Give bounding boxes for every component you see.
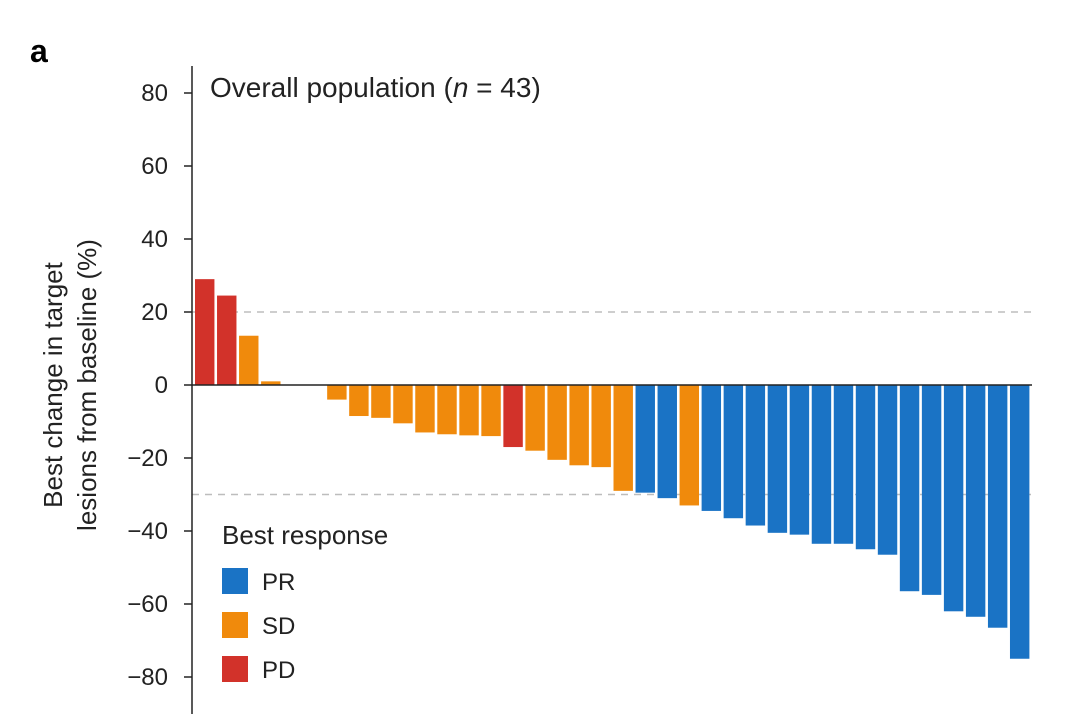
bar-pr xyxy=(701,385,722,511)
bar-pr xyxy=(789,385,810,535)
bar-sd xyxy=(569,385,589,466)
bar-sd xyxy=(327,385,347,400)
bar-sd xyxy=(547,385,567,460)
y-axis: 80 60 40 20 0 −20 −40 −60 −80 xyxy=(127,66,1032,714)
y-tick-label: 80 xyxy=(141,80,168,107)
y-tick-label: −80 xyxy=(127,664,168,691)
bar-pr xyxy=(921,385,942,595)
y-tick-label: 0 xyxy=(155,372,168,399)
bar-sd xyxy=(349,385,369,417)
bar-sd xyxy=(415,385,435,433)
y-tick-label: −40 xyxy=(127,518,168,545)
legend-swatch-pr xyxy=(222,568,248,594)
bar-pr xyxy=(855,385,876,550)
y-tick-label: 40 xyxy=(141,226,168,253)
y-tick-label: −20 xyxy=(127,445,168,472)
bar-pr xyxy=(767,385,788,533)
bar-sd xyxy=(393,385,413,424)
bar-sd xyxy=(239,335,259,385)
bar-sd xyxy=(613,385,633,491)
y-axis-label-line-1: Best change in target xyxy=(38,261,68,507)
y-tick-label: −60 xyxy=(127,591,168,618)
bar-sd xyxy=(591,385,611,468)
panel-label: a xyxy=(30,33,48,69)
y-axis-label-line-2: lesions from baseline (%) xyxy=(72,239,102,531)
y-tick-label: 60 xyxy=(141,153,168,180)
bars xyxy=(195,279,1030,659)
legend-swatch-pd xyxy=(222,656,248,682)
chart-title-italic: n xyxy=(453,72,469,103)
bar-sd xyxy=(261,381,281,385)
bar-pr xyxy=(899,385,920,592)
bar-pr xyxy=(987,385,1008,628)
bar-sd xyxy=(371,385,391,418)
bar-pr xyxy=(811,385,832,544)
legend-label-pd: PD xyxy=(262,657,295,684)
bar-pr xyxy=(635,385,655,493)
y-tick-label: 20 xyxy=(141,299,168,326)
bar-sd xyxy=(437,385,457,435)
reference-lines xyxy=(192,311,1032,496)
bar-pd xyxy=(503,385,523,448)
legend: Best response PR SD PD xyxy=(222,520,388,684)
bar-pr xyxy=(745,385,766,526)
bar-sd xyxy=(481,385,501,437)
bar-pr xyxy=(1009,385,1030,659)
bar-pd xyxy=(195,279,215,385)
bar-pr xyxy=(657,385,677,499)
legend-entries: PR SD PD xyxy=(222,568,295,684)
bar-pr xyxy=(723,385,744,519)
bar-sd xyxy=(679,385,700,506)
legend-label-sd: SD xyxy=(262,613,295,640)
chart-title-prefix: Overall population ( xyxy=(210,72,453,103)
bar-pr xyxy=(943,385,964,612)
legend-swatch-sd xyxy=(222,612,248,638)
bar-pr xyxy=(877,385,898,555)
bar-pd xyxy=(217,295,237,385)
bar-pr xyxy=(833,385,854,544)
bar-pr xyxy=(965,385,986,617)
bar-sd xyxy=(459,385,479,436)
chart-title-suffix: = 43) xyxy=(468,72,540,103)
legend-title: Best response xyxy=(222,520,388,550)
legend-label-pr: PR xyxy=(262,569,295,596)
bar-sd xyxy=(525,385,545,451)
chart-title: Overall population (n = 43) xyxy=(210,72,541,103)
